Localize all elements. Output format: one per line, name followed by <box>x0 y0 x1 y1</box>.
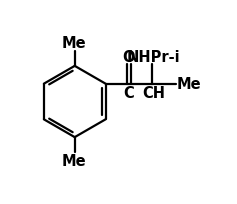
Text: Me: Me <box>61 35 86 50</box>
Text: O: O <box>123 49 135 64</box>
Text: NHPr-i: NHPr-i <box>127 49 180 64</box>
Text: Me: Me <box>61 154 86 169</box>
Text: C: C <box>124 85 134 100</box>
Text: Me: Me <box>177 77 201 92</box>
Text: CH: CH <box>142 85 165 100</box>
